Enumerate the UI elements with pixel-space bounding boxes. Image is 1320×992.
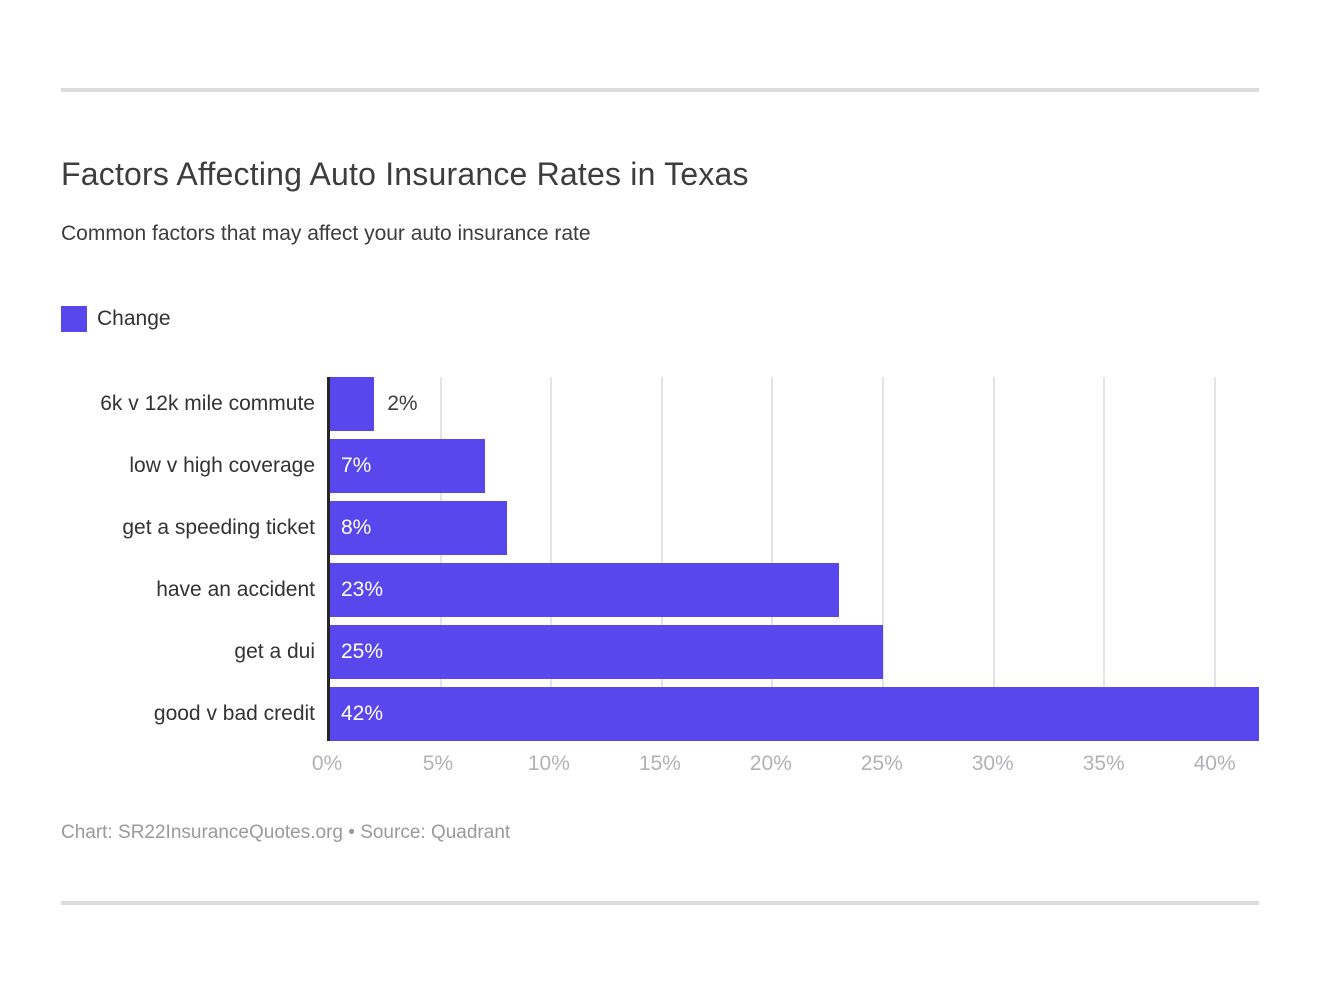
tick-label: 0%	[311, 752, 343, 775]
bar-row: 42%	[330, 687, 1259, 741]
category-axis: 6k v 12k mile commute low v high coverage…	[61, 377, 327, 778]
bar-value-label: 2%	[387, 392, 418, 415]
gridline	[1103, 377, 1106, 741]
bar[interactable]	[330, 439, 485, 493]
bar-row: 23%	[330, 563, 1259, 617]
plot-area: 2% 7% 8% 23% 25% 42%	[327, 377, 1259, 741]
bar[interactable]	[330, 563, 839, 617]
bar-value-label: 8%	[341, 516, 372, 539]
gridline	[771, 377, 774, 741]
bar[interactable]	[330, 625, 883, 679]
chart-legend[interactable]: Change	[61, 306, 1259, 332]
bottom-divider	[61, 901, 1259, 905]
tick-label: 10%	[527, 752, 570, 775]
tick-label: 35%	[1082, 752, 1125, 775]
bar-row: 7%	[330, 439, 1259, 493]
bar-value-label: 25%	[341, 640, 384, 663]
gridline	[992, 377, 995, 741]
tick-label: 15%	[638, 752, 681, 775]
bar-value-label: 42%	[341, 702, 384, 725]
gridline	[439, 377, 442, 741]
legend-label: Change	[97, 307, 171, 330]
value-axis: 0% 5% 10% 15% 20% 25% 30% 35% 40%	[312, 752, 1259, 778]
legend-swatch-icon	[61, 306, 87, 332]
bar-chart: 6k v 12k mile commute low v high coverage…	[61, 377, 1259, 778]
bar-row: 2%	[330, 377, 1259, 431]
page-subtitle: Common factors that may affect your auto…	[61, 222, 591, 245]
tick-label: 40%	[1193, 752, 1236, 775]
bar[interactable]	[330, 501, 507, 555]
bar[interactable]	[330, 687, 1259, 741]
category-label: have an accident	[156, 578, 315, 601]
gridline	[1213, 377, 1216, 741]
page-title: Factors Affecting Auto Insurance Rates i…	[61, 156, 749, 192]
tick-label: 5%	[422, 752, 454, 775]
source-note: Chart: SR22InsuranceQuotes.org • Source:…	[61, 822, 511, 843]
bar-row: 8%	[330, 501, 1259, 555]
tick-label: 25%	[860, 752, 903, 775]
category-label: get a speeding ticket	[122, 516, 315, 539]
content-area: Factors Affecting Auto Insurance Rates i…	[61, 0, 1259, 905]
bar-row: 25%	[330, 625, 1259, 679]
bar-value-label: 7%	[341, 454, 372, 477]
category-label: low v high coverage	[129, 454, 315, 477]
category-label: get a dui	[234, 640, 315, 663]
gridline	[550, 377, 553, 741]
bar[interactable]	[330, 377, 375, 431]
gridline	[660, 377, 663, 741]
tick-label: 30%	[971, 752, 1014, 775]
gridline	[881, 377, 884, 741]
category-label: good v bad credit	[153, 702, 315, 725]
tick-label: 20%	[749, 752, 792, 775]
category-label: 6k v 12k mile commute	[100, 392, 315, 415]
bar-value-label: 23%	[341, 578, 384, 601]
top-divider	[61, 88, 1259, 92]
plot-column: 2% 7% 8% 23% 25% 42% 0% 5% 10% 15% 20% 25% 30% 35% 40…	[312, 377, 1259, 778]
